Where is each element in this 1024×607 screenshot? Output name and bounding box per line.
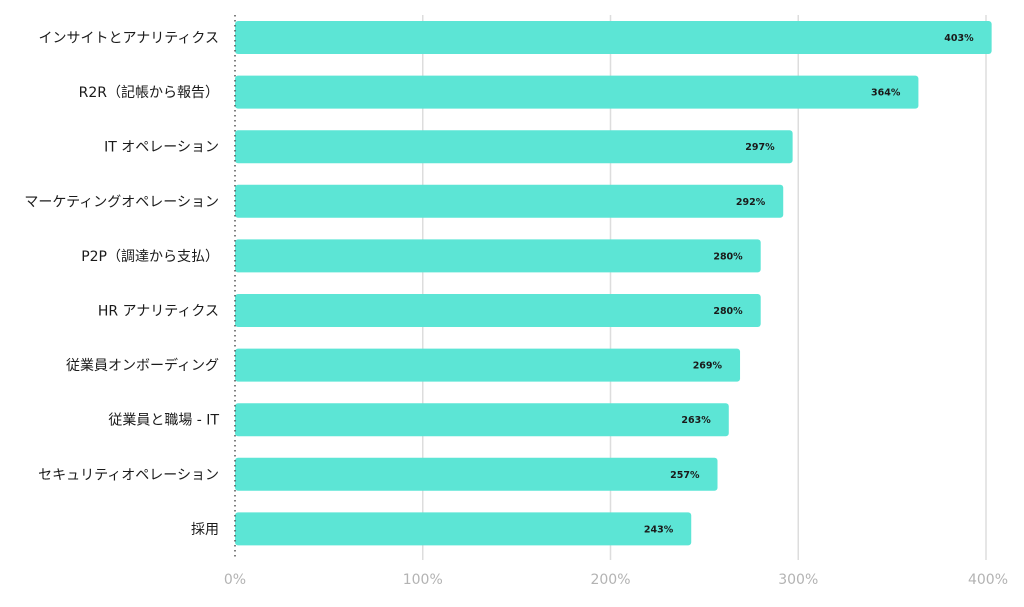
bar-value-label-7: 263% [681, 415, 711, 426]
bar-8 [235, 457, 718, 491]
category-label-2: IT オペレーション [104, 140, 219, 156]
bar-0 [235, 21, 992, 54]
bar-1 [235, 75, 919, 109]
bar-value-label-6: 269% [693, 361, 723, 372]
category-label-3: マーケティングオペレーション [24, 194, 219, 210]
category-label-0: インサイトとアナリティクス [39, 31, 219, 47]
x-tick-label-200: 200% [590, 572, 630, 588]
category-label-5: HR アナリティクス [98, 304, 219, 320]
x-tick-label-0: 0% [224, 572, 246, 588]
bar-value-label-0: 403% [944, 33, 974, 44]
bar-value-label-1: 364% [871, 88, 901, 99]
category-label-4: P2P（調達から支払） [81, 249, 219, 265]
bar-value-label-3: 292% [736, 197, 766, 208]
bar-2 [235, 130, 793, 164]
x-tick-label-400: 400% [968, 572, 1008, 588]
bar-value-label-9: 243% [644, 524, 674, 535]
bar-value-label-8: 257% [670, 470, 700, 481]
category-label-1: R2R（記帳から報告） [79, 84, 219, 101]
bar-value-label-2: 297% [745, 142, 775, 153]
x-tick-label-100: 100% [403, 572, 443, 588]
bar-6 [235, 348, 741, 382]
bar-5 [235, 294, 761, 327]
category-label-8: セキュリティオペレーション [38, 467, 219, 483]
x-tick-label-300: 300% [778, 572, 818, 588]
bar-value-label-5: 280% [713, 306, 743, 317]
category-label-6: 従業員オンボーディング [66, 357, 219, 374]
bar-value-label-4: 280% [713, 251, 743, 262]
category-label-9: 採用 [191, 522, 219, 538]
category-label-7: 従業員と職場 - IT [108, 413, 219, 429]
bar-9 [235, 512, 692, 546]
bar-4 [235, 239, 761, 273]
bar-7 [235, 403, 729, 437]
bar-3 [235, 184, 784, 218]
